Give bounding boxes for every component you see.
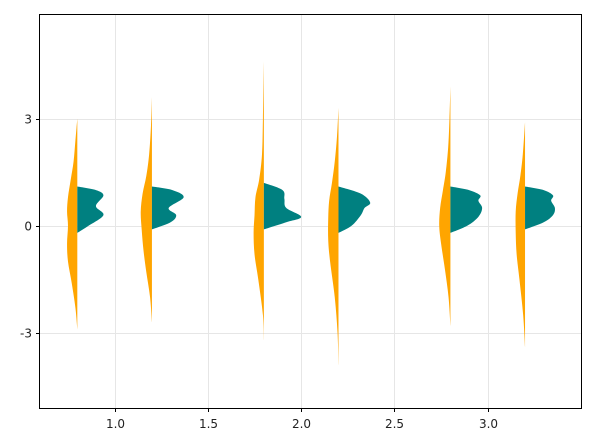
x-tick-label: 2.0 bbox=[292, 417, 311, 431]
x-axis: 1.0 1.5 2.0 2.5 3.0 bbox=[106, 408, 498, 431]
violin-left-half-6 bbox=[515, 122, 526, 348]
grid-lines bbox=[40, 15, 581, 408]
x-tick-label: 2.5 bbox=[385, 417, 404, 431]
violin-left-half-3 bbox=[253, 61, 264, 341]
violin-right-half-3 bbox=[263, 182, 302, 230]
violin-left-half-5 bbox=[439, 86, 451, 326]
violins bbox=[67, 61, 555, 366]
violin-left-half-4 bbox=[328, 107, 339, 366]
violin-right-half-1 bbox=[77, 186, 104, 233]
violin-left-half-1 bbox=[67, 118, 78, 330]
violin-right-half-4 bbox=[338, 186, 371, 233]
x-tick-label: 3.0 bbox=[479, 417, 498, 431]
x-tick-label: 1.0 bbox=[106, 417, 125, 431]
violin-right-half-2 bbox=[151, 186, 184, 230]
x-tick-label: 1.5 bbox=[199, 417, 218, 431]
violin-right-half-5 bbox=[450, 186, 483, 233]
plot-frame bbox=[39, 14, 582, 409]
violin-right-half-6 bbox=[525, 186, 555, 230]
y-tick-label: -3 bbox=[20, 327, 32, 341]
y-axis: 3 0 -3 bbox=[20, 113, 40, 341]
y-tick-label: 3 bbox=[24, 113, 32, 127]
violin-left-half-2 bbox=[140, 97, 152, 323]
y-tick-label: 0 bbox=[24, 220, 32, 234]
